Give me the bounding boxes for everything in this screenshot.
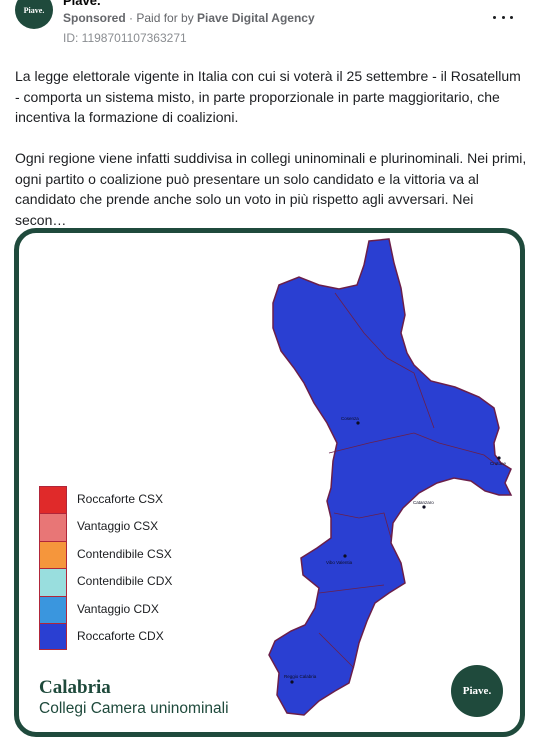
page-name-link[interactable]: Piave. [63, 0, 101, 8]
city-label: Cosenza [341, 416, 359, 421]
ad-id: ID: 1198701107363271 [63, 31, 187, 45]
dot-icon [510, 15, 513, 19]
region-title: Calabria [39, 677, 111, 698]
legend-label: Vantaggio CSX [77, 519, 159, 534]
agency-link[interactable]: Piave Digital Agency [197, 11, 315, 25]
separator: · [125, 11, 137, 25]
post-body: La legge elettorale vigente in Italia co… [15, 66, 527, 230]
city-markers: Cosenza Crotone Catanzaro Vibo Valentia … [284, 416, 507, 684]
dot-icon [501, 15, 505, 19]
legend-label: Roccaforte CSX [77, 492, 164, 506]
city-label: Reggio Calabria [284, 674, 317, 679]
city-label: Catanzaro [413, 500, 434, 505]
city-label: Crotone [490, 461, 507, 466]
district-borders [318, 292, 498, 669]
brand-logo: Piave. [451, 665, 503, 717]
legend-label: Contendibile CSX [77, 546, 172, 561]
more-options-button[interactable] [493, 9, 513, 25]
dot-icon [493, 15, 496, 19]
legend-swatch [39, 540, 67, 569]
legend-swatch [39, 513, 67, 541]
legend-label: Roccaforte CDX [77, 628, 164, 643]
legend-swatch [39, 568, 67, 596]
legend-label: Vantaggio CDX [77, 601, 159, 616]
calabria-map: Cosenza Crotone Catanzaro Vibo Valentia … [268, 238, 513, 716]
legend-swatch [39, 622, 67, 651]
legend-label: Contendibile CDX [77, 574, 173, 589]
sponsored-label: Sponsored [63, 11, 126, 25]
legend-swatch [39, 595, 67, 623]
post-paragraph[interactable]: Ogni regione viene infatti suddivisa in … [15, 150, 527, 228]
region-subtitle: Collegi Camera uninominali [39, 700, 229, 717]
region-shape [268, 238, 513, 716]
sponsor-line: Sponsored · Paid for by Piave Digital Ag… [63, 11, 315, 25]
post-paragraph: La legge elettorale vigente in Italia co… [15, 68, 521, 125]
page-avatar[interactable]: Piave. [15, 0, 53, 29]
paid-for-label: Paid for by [136, 11, 198, 25]
city-label: Vibo Valentia [326, 560, 353, 565]
post-header: Piave. Piave. Sponsored · Paid for by Pi… [0, 0, 539, 56]
ad-image-card[interactable]: Cosenza Crotone Catanzaro Vibo Valentia … [14, 228, 525, 737]
legend-swatch [39, 486, 67, 514]
